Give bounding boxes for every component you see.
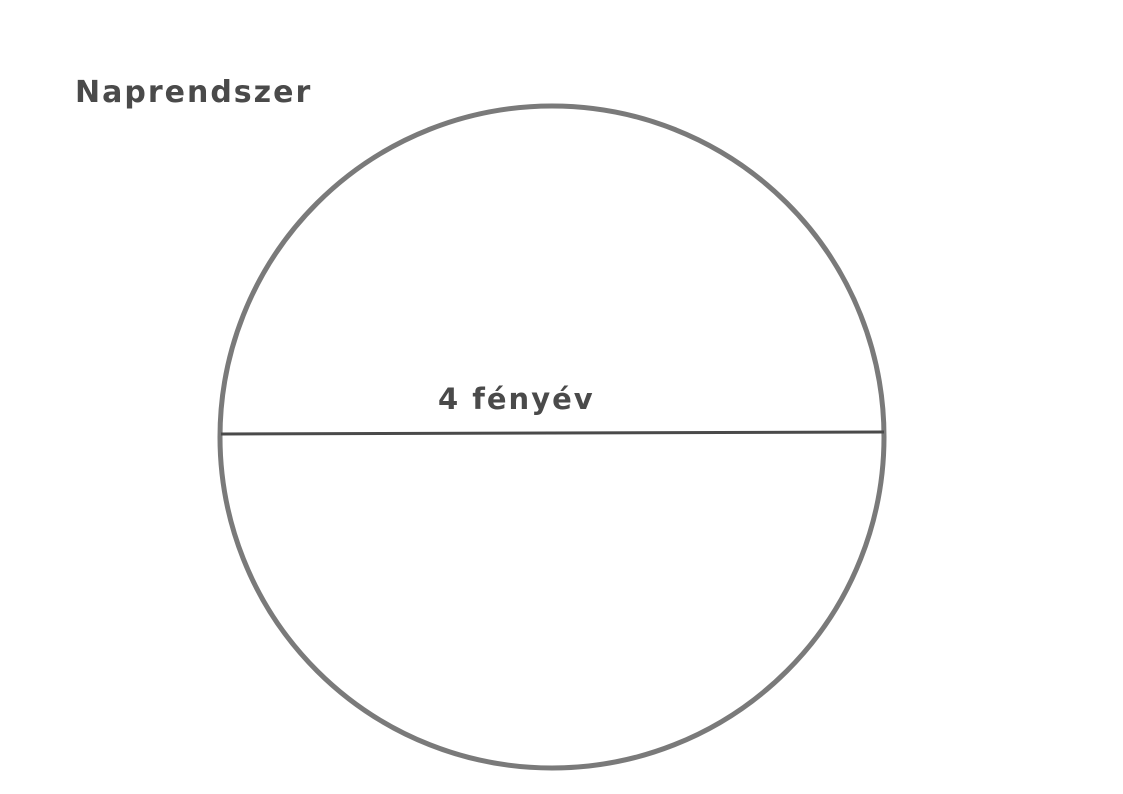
diameter-label: 4 fényév (438, 382, 595, 416)
solar-system-circle (217, 103, 887, 771)
diameter-line (220, 430, 885, 436)
diagram-title: Naprendszer (75, 75, 313, 110)
